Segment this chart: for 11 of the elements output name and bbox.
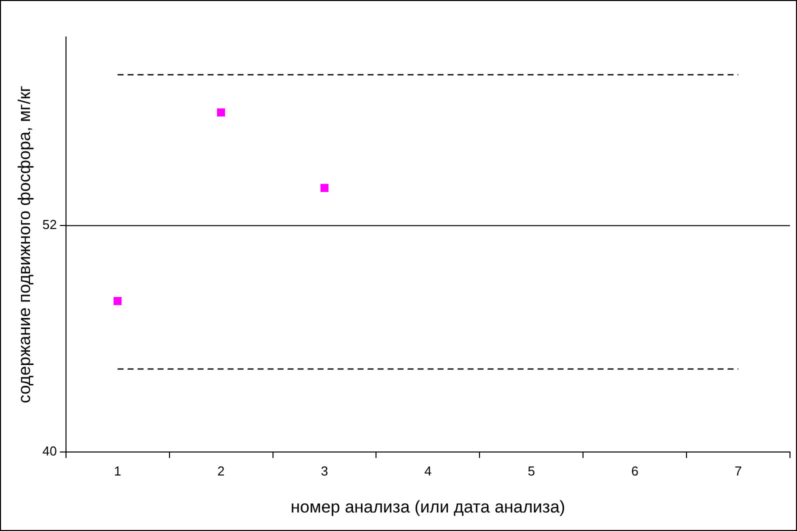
x-tick-label: 3: [320, 463, 328, 478]
x-tick-label: 1: [114, 463, 122, 478]
x-tick-label: 4: [424, 463, 432, 478]
x-tick-label: 5: [528, 463, 535, 478]
x-axis-title: номер анализа (или дата анализа): [290, 497, 566, 516]
y-tick-label: 40: [42, 444, 57, 459]
y-axis-title: содержание подвижного фосфора, мг/кг: [14, 86, 34, 404]
x-tick-label: 2: [217, 463, 225, 478]
x-tick-label: 6: [631, 463, 638, 478]
y-tick-label: 52: [42, 217, 57, 232]
x-tick-label: 7: [734, 463, 742, 478]
